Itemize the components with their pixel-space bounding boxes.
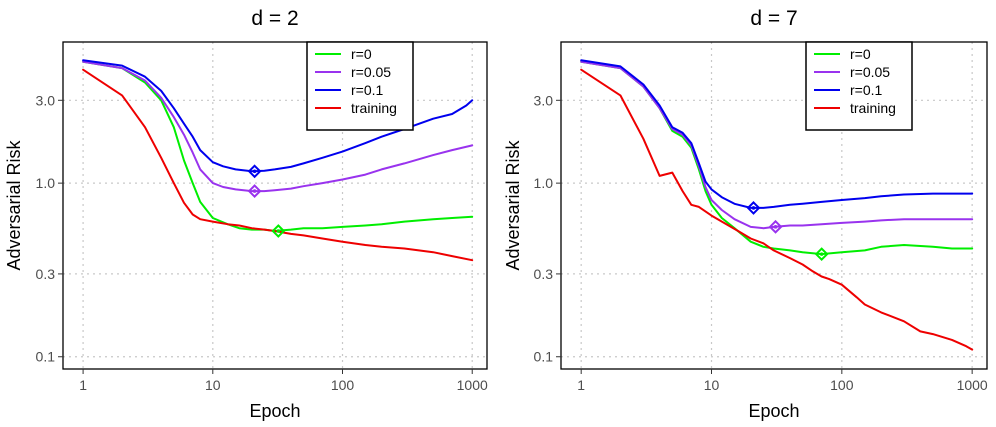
y-tick-label: 0.3: [36, 266, 56, 282]
min-marker-r-0-1: [247, 164, 262, 179]
y-tick-label: 0.1: [534, 349, 554, 365]
y-axis-title: Adversarial Risk: [503, 139, 523, 270]
x-tick-label: 1000: [957, 377, 988, 393]
legend-box: [306, 41, 414, 131]
min-marker-dot: [751, 206, 756, 210]
x-axis-title: Epoch: [748, 401, 799, 421]
chart-panel-d7: d = 7 1 10 100 1000 0.1 0.3 1.0 3.0 Epoch Adversar…: [503, 7, 988, 421]
series-line-r-0-05: [580, 60, 974, 230]
y-tick-label: 3.0: [36, 92, 56, 108]
x-tick-label: 1: [79, 377, 87, 393]
plot-frame: [560, 41, 988, 370]
y-tick-label: 0.3: [534, 266, 554, 282]
chart-title: d = 7: [750, 7, 797, 30]
legend: r=0 r=0.05 r=0.1 training: [805, 41, 913, 131]
legend-label: r=0: [850, 46, 871, 62]
series-line-r-0-05: [82, 60, 474, 193]
legend-label: r=0.05: [850, 64, 890, 80]
chart-title: d = 2: [251, 7, 298, 30]
min-marker-r-0-1: [746, 200, 761, 215]
min-marker-dot: [252, 189, 257, 193]
min-marker-dot: [819, 252, 824, 256]
x-tick-label: 100: [830, 377, 854, 393]
y-tick-label: 1.0: [534, 175, 554, 191]
x-tick-label: 10: [205, 377, 221, 393]
x-axis-title: Epoch: [249, 401, 300, 421]
legend-label: r=0.1: [850, 82, 883, 98]
min-marker-r-0-05: [247, 184, 262, 198]
legend-label: r=0.05: [351, 64, 391, 80]
legend-label: r=0: [351, 46, 372, 62]
x-tick-label: 100: [331, 377, 355, 393]
min-marker-dot: [276, 229, 281, 233]
y-axis-title: Adversarial Risk: [4, 139, 24, 270]
chart-panel-d2: d = 2 1 10 100 1000 0.1 0.3 1.0 3.0 Epoch Adversar…: [4, 7, 488, 421]
y-tick-label: 3.0: [534, 92, 554, 108]
legend-box: [805, 41, 913, 131]
legend-label: r=0.1: [351, 82, 384, 98]
series-line-training: [82, 68, 474, 262]
min-marker-dot: [773, 225, 778, 229]
series-line-r-0: [82, 60, 474, 232]
series-line-r-0: [580, 60, 974, 256]
legend-label: training: [351, 100, 397, 116]
min-marker-dot: [252, 169, 257, 174]
legend-label: training: [850, 100, 896, 116]
series-line-r-0-1: [580, 59, 974, 209]
x-tick-label: 10: [704, 377, 720, 393]
x-tick-label: 1: [577, 377, 585, 393]
min-marker-r-0: [271, 224, 286, 238]
plot-frame: [62, 41, 488, 370]
min-marker-r-0: [814, 247, 829, 262]
x-tick-label: 1000: [457, 377, 488, 393]
series-line-r-0-1: [82, 59, 474, 173]
min-marker-r-0-05: [768, 219, 783, 234]
y-tick-label: 1.0: [36, 175, 56, 191]
series-line-training: [580, 68, 974, 351]
y-tick-label: 0.1: [36, 349, 56, 365]
legend: r=0 r=0.05 r=0.1 training: [306, 41, 414, 131]
